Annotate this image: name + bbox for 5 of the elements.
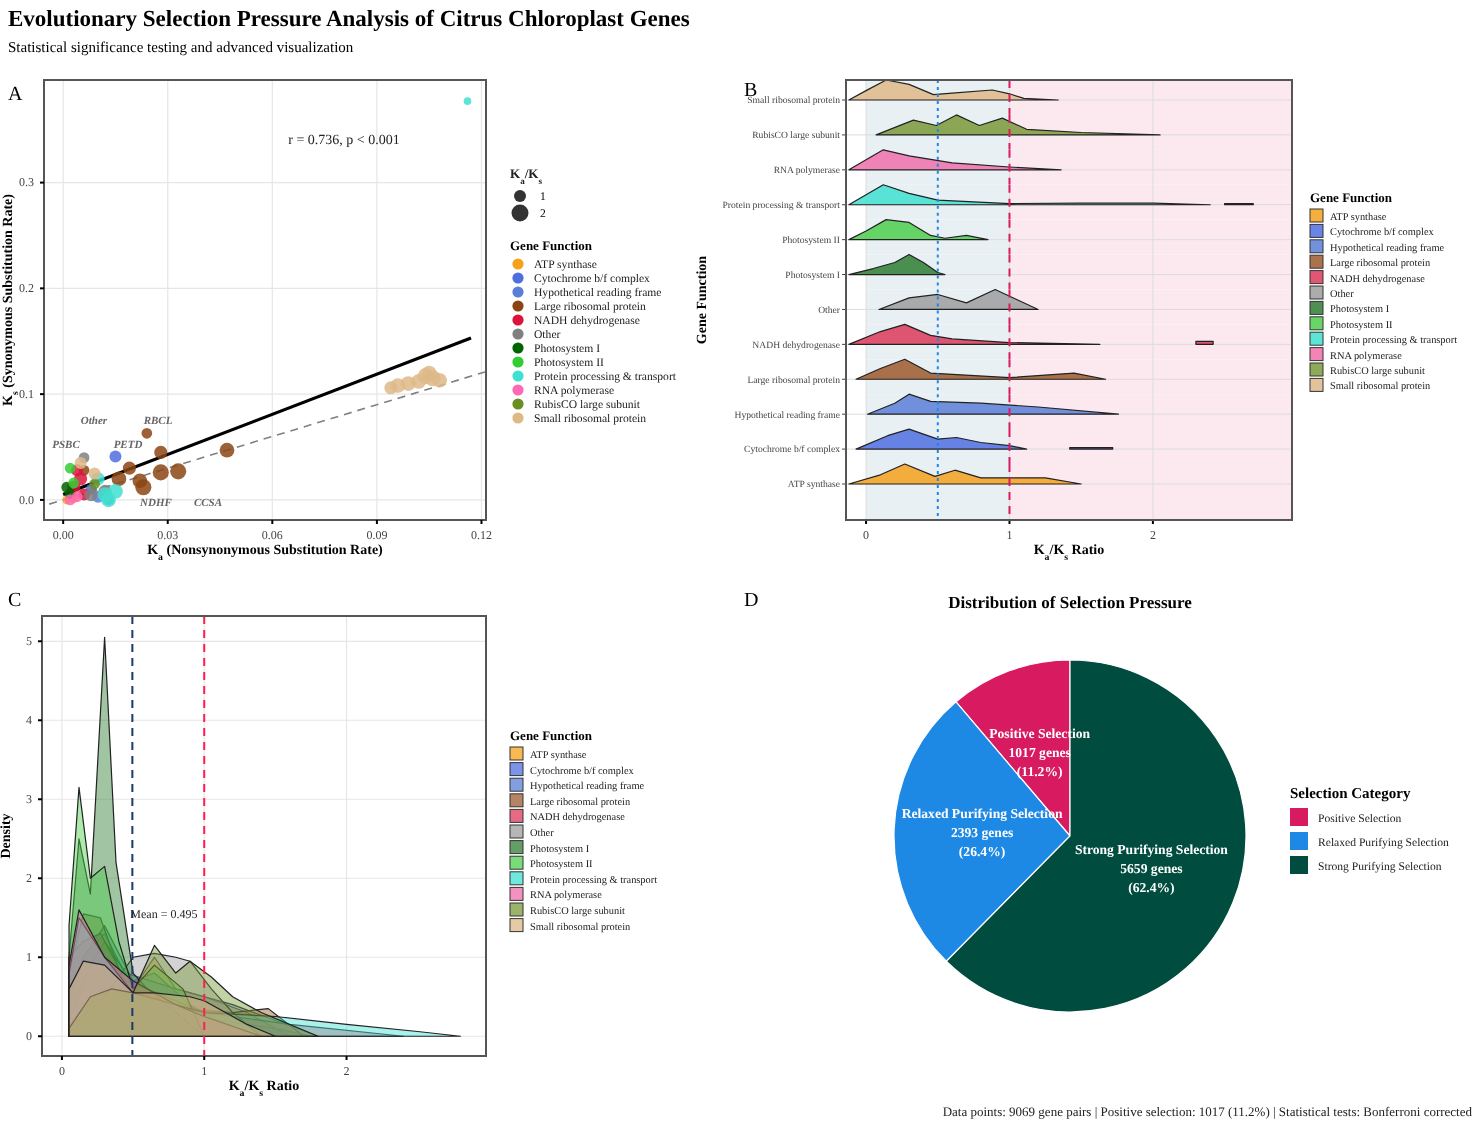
chart-title: Evolutionary Selection Pressure Analysis of Citrus Chloroplast Genes <box>8 8 691 32</box>
chart-title: Distribution of Selection Pressure <box>948 592 1193 612</box>
text: A <box>8 84 24 106</box>
text: C <box>8 590 22 612</box>
text: D <box>744 590 759 612</box>
